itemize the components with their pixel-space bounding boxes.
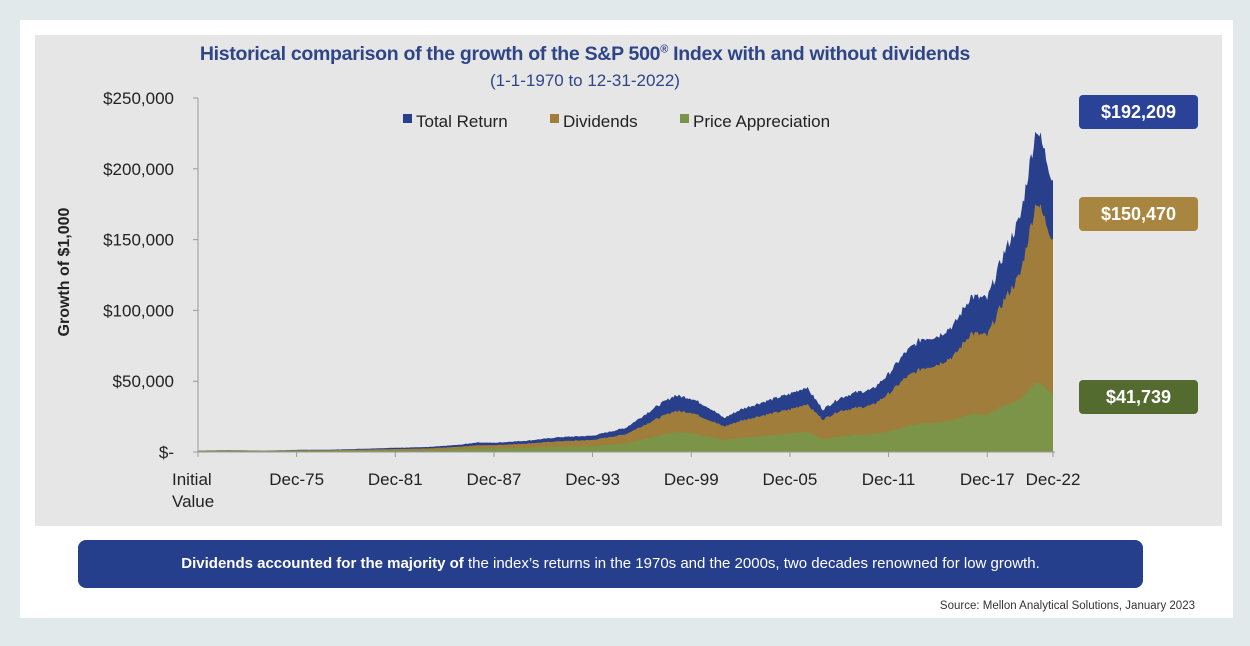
x-tick-label: Dec-11 (862, 470, 916, 489)
legend-total-return-label: Total Return (416, 112, 508, 131)
chart-title: Historical comparison of the growth of t… (35, 43, 1135, 66)
x-tick-label: Value (172, 492, 214, 511)
axes-layer: $- $50,000 $100,000 $150,000 $200,000 $250,00… (103, 89, 1080, 511)
y-tick-label: $50,000 (113, 372, 174, 391)
total-return-value-badge: $192,209 (1079, 95, 1198, 129)
y-tick-label: $100,000 (103, 301, 174, 320)
x-tick-label: Initial (172, 470, 212, 489)
dividends-area (198, 203, 1053, 452)
registered-mark: ® (660, 43, 668, 56)
banner-text: the index’s returns in the 1970s and the… (463, 555, 1040, 572)
legend-dividends-label: Dividends (563, 112, 638, 131)
price-appreciation-value-badge: $41,739 (1079, 380, 1198, 414)
chart-title-text: Historical comparison of the growth of t… (199, 43, 661, 65)
x-tick-label: Dec-22 (1026, 470, 1081, 489)
x-tick-label: Dec-75 (269, 470, 324, 489)
source-note: Source: Mellon Analytical Solutions, Jan… (939, 600, 1195, 612)
legend-dividends-swatch (550, 114, 559, 123)
x-tick-label: Dec-93 (565, 470, 620, 489)
area-layer (198, 131, 1053, 452)
y-tick-label: $150,000 (103, 231, 174, 250)
y-tick-label: $250,000 (103, 89, 174, 108)
chart-subtitle: (1-1-1970 to 12-31-2022) (490, 71, 680, 90)
summary-banner: Dividends accounted for the majority of … (78, 540, 1143, 588)
dividends-value-badge: $150,470 (1079, 197, 1198, 231)
x-tick-label: Dec-87 (467, 470, 522, 489)
legend-price-appreciation-label: Price Appreciation (693, 112, 830, 131)
price-appreciation-area (198, 382, 1053, 452)
chart-title-suffix: Index with and without dividends (668, 43, 971, 65)
y-tick-label: $- (159, 443, 174, 462)
x-tick-label: Dec-81 (368, 470, 423, 489)
x-tick-label: Dec-05 (763, 470, 818, 489)
legend: Total Return Dividends Price Appreciation (403, 112, 830, 131)
x-tick-label: Dec-99 (664, 470, 719, 489)
x-tick-label: Dec-17 (960, 470, 1015, 489)
legend-price-appreciation-swatch (680, 114, 689, 123)
banner-bold-text: Dividends accounted for the majority of (181, 555, 464, 572)
y-tick-label: $200,000 (103, 160, 174, 179)
legend-total-return-swatch (403, 114, 412, 123)
